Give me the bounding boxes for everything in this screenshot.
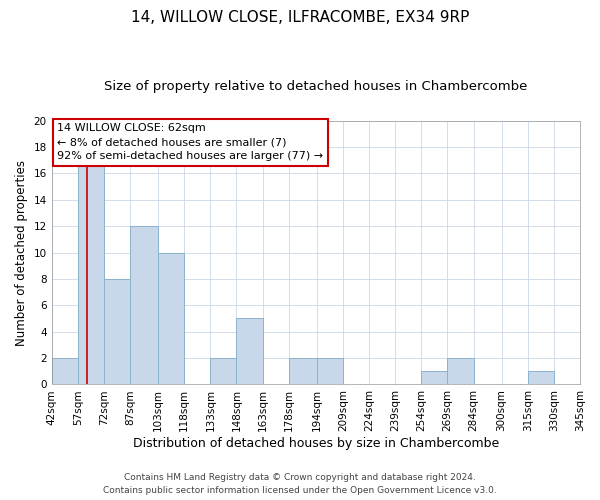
Text: Contains HM Land Registry data © Crown copyright and database right 2024.
Contai: Contains HM Land Registry data © Crown c…	[103, 474, 497, 495]
Bar	[158, 252, 184, 384]
X-axis label: Distribution of detached houses by size in Chambercombe: Distribution of detached houses by size …	[133, 437, 499, 450]
Bar	[211, 358, 236, 384]
Text: 14, WILLOW CLOSE, ILFRACOMBE, EX34 9RP: 14, WILLOW CLOSE, ILFRACOMBE, EX34 9RP	[131, 10, 469, 25]
Bar	[421, 372, 448, 384]
Bar	[104, 279, 130, 384]
Y-axis label: Number of detached properties: Number of detached properties	[15, 160, 28, 346]
Bar	[236, 318, 263, 384]
Bar	[289, 358, 317, 384]
Bar	[448, 358, 473, 384]
Text: 14 WILLOW CLOSE: 62sqm
← 8% of detached houses are smaller (7)
92% of semi-detac: 14 WILLOW CLOSE: 62sqm ← 8% of detached …	[57, 123, 323, 161]
Bar	[78, 160, 104, 384]
Bar	[317, 358, 343, 384]
Bar	[527, 372, 554, 384]
Bar	[52, 358, 78, 384]
Bar	[130, 226, 158, 384]
Title: Size of property relative to detached houses in Chambercombe: Size of property relative to detached ho…	[104, 80, 527, 93]
